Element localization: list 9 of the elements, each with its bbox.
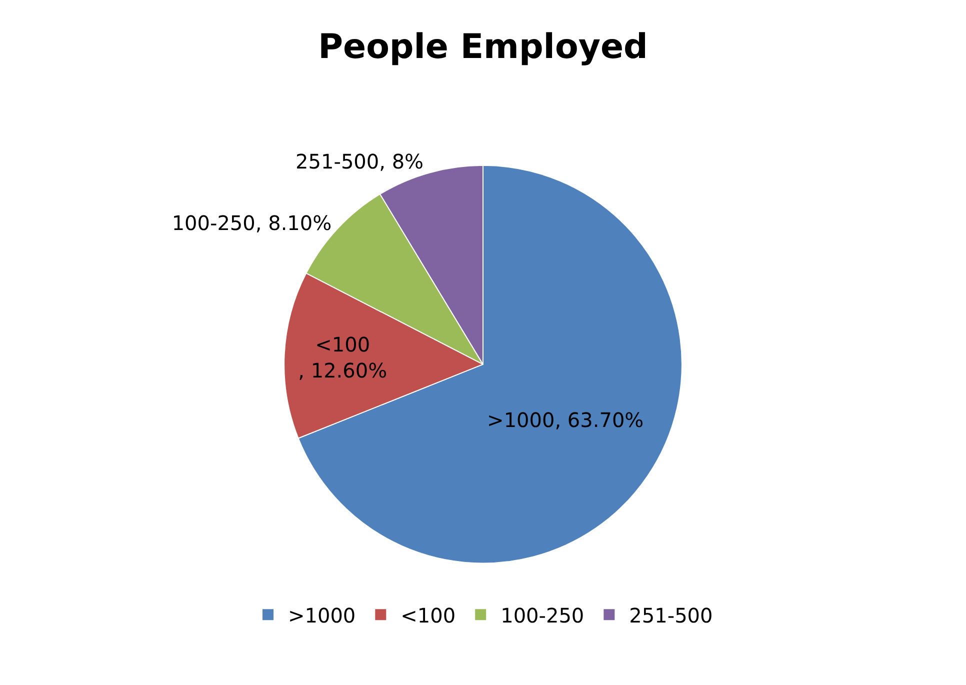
data-label: 251-500, 8%: [296, 150, 424, 174]
chart-title: People Employed: [318, 27, 648, 68]
data-label: >1000, 63.70%: [487, 408, 644, 432]
legend-label: 100-250: [500, 603, 584, 628]
data-label: 100-250, 8.10%: [172, 210, 332, 235]
legend-label: <100: [400, 603, 456, 628]
legend-label: >1000: [288, 603, 356, 628]
data-label: <100 , 12.60%: [298, 332, 388, 383]
legend-label: 251-500: [629, 603, 713, 628]
